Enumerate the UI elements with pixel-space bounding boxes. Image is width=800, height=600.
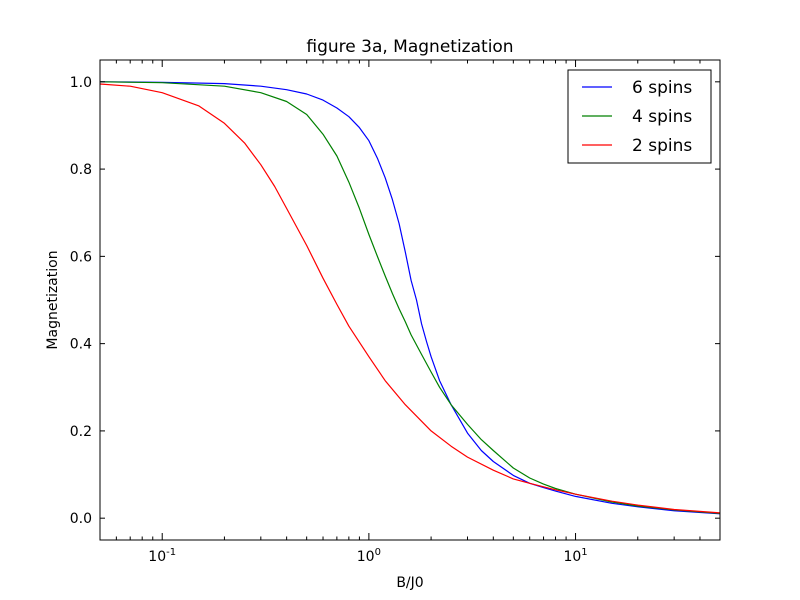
plot-frame	[99, 59, 721, 541]
y-tick-label: 0.0	[70, 511, 92, 527]
legend-label-2: 2 spins	[632, 136, 692, 156]
series-line-1	[99, 81, 721, 514]
x-tick-label: 101	[563, 547, 587, 565]
y-tick-label: 0.6	[70, 249, 92, 265]
legend: 6 spins 4 spins 2 spins	[567, 69, 712, 164]
plot-area	[99, 81, 721, 515]
y-tick-label: 1.0	[70, 75, 92, 91]
legend-label-0: 6 spins	[632, 78, 692, 98]
legend-label-1: 4 spins	[632, 107, 692, 127]
tick-labels: 0.0 0.2 0.4 0.6 0.8 1.0 10-1 100 101	[70, 75, 588, 565]
x-axis-label: B/J0	[396, 575, 423, 591]
x-tick-label: 10-1	[148, 547, 176, 565]
y-axis-label: Magnetization	[45, 250, 61, 349]
x-tick-label: 100	[357, 547, 381, 565]
chart-title: figure 3a, Magnetization	[306, 37, 513, 57]
series-line-0	[99, 81, 721, 515]
series-line-2	[99, 83, 721, 514]
y-tick-label: 0.4	[70, 337, 92, 353]
y-tick-label: 0.8	[70, 162, 92, 178]
y-tick-label: 0.2	[70, 424, 92, 440]
